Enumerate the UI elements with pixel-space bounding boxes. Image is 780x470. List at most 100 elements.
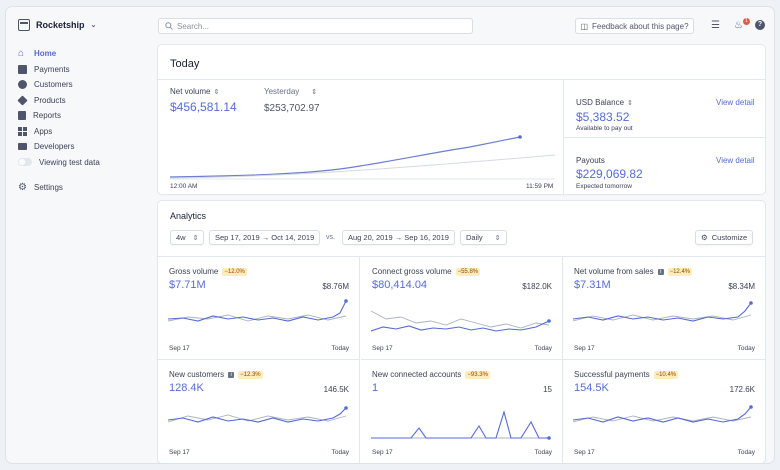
toggle-switch[interactable] [18, 158, 32, 167]
comparison-line [371, 310, 550, 329]
metric-name: New connected accounts [372, 370, 462, 379]
sparkline-start-label: Sep 17 [169, 345, 190, 352]
sparkline-end-label: Today [331, 345, 349, 352]
metric-cell[interactable]: Successful payments −10.4% 154.5K 172.6K Sep… [563, 360, 765, 463]
metric-previous-value: $182.0K [522, 282, 552, 291]
sidebar-item-label: Apps [34, 126, 53, 136]
net-volume-selector[interactable]: Net volume ⇕ [170, 87, 219, 96]
analytics-card: Analytics 4w ⇕ Sep 17, 2019 → Oct 14, 201… [158, 201, 765, 463]
current-point [344, 299, 348, 303]
compare-range-picker[interactable]: Aug 20, 2019 → Sep 16, 2019 [342, 230, 455, 245]
metric-previous-value: 172.6K [729, 385, 755, 394]
search-input[interactable] [177, 21, 457, 31]
metric-name: New customers [169, 370, 225, 379]
sort-icon: ⇕ [494, 234, 501, 242]
interval-select[interactable]: Daily ⇕ [460, 230, 507, 245]
payments-icon [18, 64, 27, 74]
developers-icon [18, 143, 27, 151]
balance-selector[interactable]: USD Balance ⇕ [576, 98, 633, 107]
account-logo-icon [18, 19, 30, 31]
metric-value: 154.5K [574, 382, 609, 394]
metric-name-row: New connected accounts −93.3% [372, 370, 490, 379]
sidebar-nav: ⌂ Home Payments Customers Products Repor… [17, 46, 100, 171]
balance-view-detail-link[interactable]: View detail [716, 98, 755, 107]
metric-name: Net volume from sales [574, 267, 654, 276]
sparkline-end-label: Today [737, 345, 755, 352]
range-select-value: 4w [176, 233, 186, 242]
sidebar-item-payments[interactable]: Payments [18, 62, 100, 78]
analytics-title: Analytics [170, 211, 207, 221]
search-bar[interactable] [158, 18, 473, 34]
payouts-sub: Expected tomorrow [576, 183, 632, 190]
comparison-line [573, 415, 752, 423]
sparkline-start-label: Sep 17 [169, 449, 190, 456]
metric-cell[interactable]: New connected accounts −93.3% 1 15 Sep 17 Tod… [361, 360, 563, 463]
sidebar-item-customers[interactable]: Customers [18, 77, 100, 93]
sparkline-start-label: Sep 17 [372, 449, 393, 456]
sidebar-item-apps[interactable]: Apps [18, 124, 100, 140]
metric-previous-value: $8.76M [322, 282, 349, 291]
metric-previous-value: 146.5K [323, 385, 349, 394]
current-point [749, 301, 753, 305]
current-line [168, 407, 347, 423]
sidebar-item-label: Customers [34, 80, 73, 90]
sidebar-item-label: Reports [33, 111, 62, 121]
metric-cell[interactable]: Net volume from sales i −12.4% $7.31M $8.34M… [563, 257, 765, 360]
date-range-picker[interactable]: Sep 17, 2019 → Oct 14, 2019 [209, 230, 321, 245]
metric-cell[interactable]: Connect gross volume −55.8% $80,414.04 $182… [361, 257, 563, 360]
payouts-view-detail-link[interactable]: View detail [716, 156, 755, 165]
metric-previous-value: 15 [543, 385, 552, 394]
customize-button[interactable]: ⚙ Customize [695, 230, 754, 245]
metric-name-row: Gross volume −12.0% [169, 267, 247, 276]
sidebar-item-label: Products [34, 95, 66, 105]
bell-icon[interactable]: ♨ [734, 20, 743, 31]
help-icon[interactable]: ? [755, 20, 765, 30]
comparison-line [573, 314, 752, 322]
reports-icon [18, 111, 26, 121]
axis-end-label: 11:59 PM [526, 183, 554, 190]
current-line [573, 406, 752, 423]
sparkline-start-label: Sep 17 [574, 345, 595, 352]
message-icon: ◫ [580, 21, 589, 31]
delta-badge: −12.0% [222, 267, 247, 276]
feedback-button[interactable]: ◫ Feedback about this page? [575, 18, 694, 34]
sort-icon: ⇕ [311, 89, 318, 96]
current-point [547, 319, 551, 323]
metric-name-row: Successful payments −10.4% [574, 370, 679, 379]
today-line [170, 136, 521, 178]
feedback-label: Feedback about this page? [592, 21, 689, 31]
test-data-toggle[interactable]: Viewing test data [18, 155, 100, 171]
metric-cell[interactable]: New customers i −12.3% 128.4K 146.5K Sep 17 To… [158, 360, 360, 463]
today-card: Today Net volume ⇕ $456,581.14 Yesterday ⇕… [158, 45, 765, 194]
metric-name: Connect gross volume [372, 267, 452, 276]
sidebar-item-label: Developers [34, 142, 75, 152]
delta-badge: −55.8% [455, 267, 481, 276]
delta-badge: −10.4% [653, 370, 679, 379]
sort-icon: ⇕ [213, 89, 220, 96]
metric-previous-value: $8.34M [728, 282, 755, 291]
sidebar-item-settings[interactable]: ⚙ Settings [18, 180, 63, 196]
metric-cell[interactable]: Gross volume −12.0% $7.71M $8.76M Sep 17 Toda… [158, 257, 360, 360]
today-title: Today [170, 58, 200, 70]
metric-sparkline [573, 405, 753, 423]
home-icon: ⌂ [18, 48, 25, 60]
sidebar-item-developers[interactable]: Developers [18, 139, 100, 155]
sparkline-end-label: Today [534, 449, 552, 456]
current-line [371, 320, 550, 332]
sidebar: Rocketship ⌄ ⌂ Home Payments Customers P… [6, 7, 152, 463]
account-name: Rocketship [36, 20, 85, 30]
range-select[interactable]: 4w ⇕ [170, 230, 205, 245]
checklist-icon[interactable]: ☰ [711, 20, 720, 31]
account-switcher[interactable]: Rocketship ⌄ [18, 19, 96, 31]
yesterday-selector[interactable]: Yesterday ⇕ [264, 87, 317, 96]
metric-sparkline [168, 406, 348, 423]
compare-range-value: Aug 20, 2019 → Sep 16, 2019 [348, 233, 449, 242]
sidebar-item-products[interactable]: Products [17, 93, 100, 109]
sidebar-item-reports[interactable]: Reports [18, 108, 100, 124]
yesterday-line [170, 154, 555, 179]
balance-value: $5,383.52 [576, 110, 630, 124]
date-range-value: Sep 17, 2019 → Oct 14, 2019 [215, 233, 315, 242]
sidebar-item-home[interactable]: ⌂ Home [18, 46, 100, 62]
yesterday-value: $253,702.97 [264, 103, 320, 114]
gear-icon: ⚙ [18, 182, 27, 194]
